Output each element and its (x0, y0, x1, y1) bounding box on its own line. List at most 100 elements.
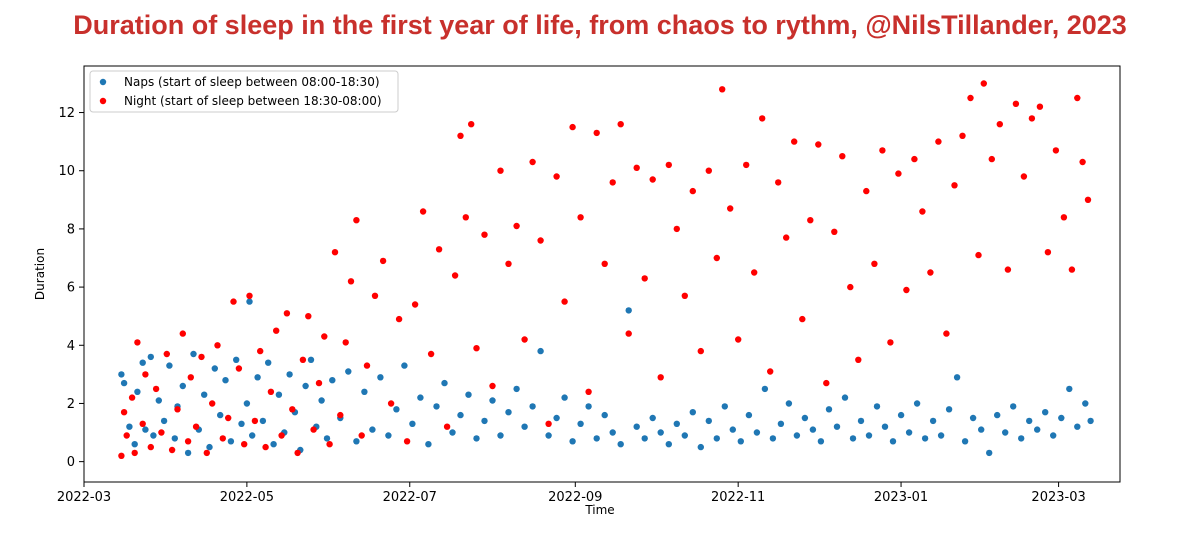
night-point (387, 400, 395, 407)
nap-point (649, 414, 656, 422)
nap-point (353, 438, 360, 445)
nap-point (601, 411, 608, 419)
night-point (831, 228, 838, 235)
night-point (337, 411, 344, 419)
nap-point (537, 347, 544, 355)
nap-point (246, 298, 253, 305)
nap-point (609, 429, 616, 436)
night-point (142, 371, 149, 378)
legend-naps-marker (99, 78, 107, 86)
nap-point (222, 377, 229, 384)
night-point (251, 417, 259, 425)
nap-point (425, 441, 432, 448)
night-point (403, 438, 411, 445)
nap-point (166, 362, 173, 369)
nap-point (593, 435, 600, 442)
night-point (927, 269, 934, 276)
night-point (775, 179, 782, 186)
night-point (187, 374, 194, 381)
nap-point (825, 406, 833, 413)
night-point (118, 452, 125, 459)
nap-point (1074, 423, 1081, 430)
night-point (225, 414, 232, 422)
night-point (521, 336, 528, 343)
night-point (847, 283, 854, 291)
nap-point (179, 382, 186, 390)
nap-point (521, 423, 528, 430)
y-axis: 0 2 4 6 8 10 12 (58, 106, 84, 470)
nap-point (329, 377, 336, 384)
night-point (561, 298, 568, 305)
night-point (943, 330, 950, 337)
night-point (1036, 103, 1044, 110)
page-title: Duration of sleep in the first year of l… (73, 10, 1127, 40)
night-point (593, 129, 600, 137)
night-point (497, 167, 504, 174)
nap-point (433, 403, 440, 410)
nap-point (513, 385, 520, 393)
nap-point (265, 359, 272, 366)
nap-point (184, 449, 192, 457)
nap-point (873, 403, 881, 410)
night-point (911, 155, 918, 163)
nap-point (1082, 400, 1089, 407)
nap-point (323, 435, 331, 442)
night-point (168, 446, 176, 454)
nap-point (937, 432, 945, 439)
night-point (120, 409, 128, 416)
night-point (331, 249, 339, 256)
night-point (1060, 214, 1068, 221)
legend-night-label: Night (start of sleep between 18:30-08:0… (124, 94, 382, 108)
nap-point (131, 441, 138, 448)
x-tick-label: 2023-03 (1031, 490, 1085, 505)
night-point (158, 429, 165, 436)
y-tick-label: 2 (67, 397, 75, 412)
nap-point (1002, 429, 1009, 436)
nap-point (1010, 403, 1017, 410)
night-point (871, 260, 878, 267)
night-point (209, 400, 216, 407)
nap-point (142, 426, 149, 433)
nap-point (889, 438, 897, 445)
nap-point (118, 371, 125, 378)
nap-point (361, 388, 368, 395)
night-point (257, 347, 264, 355)
night-point (457, 132, 464, 139)
night-point (489, 382, 496, 390)
night-point (657, 374, 664, 381)
night-point (585, 388, 592, 395)
night-point (283, 310, 291, 317)
night-point (935, 138, 942, 145)
nap-point (921, 435, 929, 442)
night-point (163, 350, 170, 358)
nap-point (238, 420, 245, 427)
nap-point (417, 394, 424, 401)
nap-point (1034, 426, 1041, 433)
nap-point (505, 409, 512, 416)
night-point (1068, 266, 1076, 273)
night-point (241, 441, 248, 448)
y-tick-label: 12 (58, 106, 75, 121)
night-point (799, 315, 806, 323)
nap-point (1058, 414, 1065, 422)
nap-point (150, 432, 157, 439)
nap-point (147, 353, 154, 361)
night-point (353, 217, 360, 224)
nap-point (793, 432, 801, 439)
nap-point (729, 426, 736, 433)
nap-point (481, 417, 488, 425)
night-point (665, 161, 672, 169)
night-point (727, 205, 734, 212)
nap-point (849, 435, 857, 442)
night-point (310, 426, 317, 433)
night-point (719, 86, 726, 93)
nap-point (393, 406, 400, 413)
nap-point (561, 394, 568, 401)
night-point (767, 368, 774, 375)
x-tick-label: 2023-01 (874, 490, 928, 505)
legend-naps-label: Naps (start of sleep between 08:00-18:30… (124, 75, 380, 89)
night-point (481, 231, 488, 238)
night-point (1052, 147, 1060, 154)
nap-point (465, 391, 472, 398)
